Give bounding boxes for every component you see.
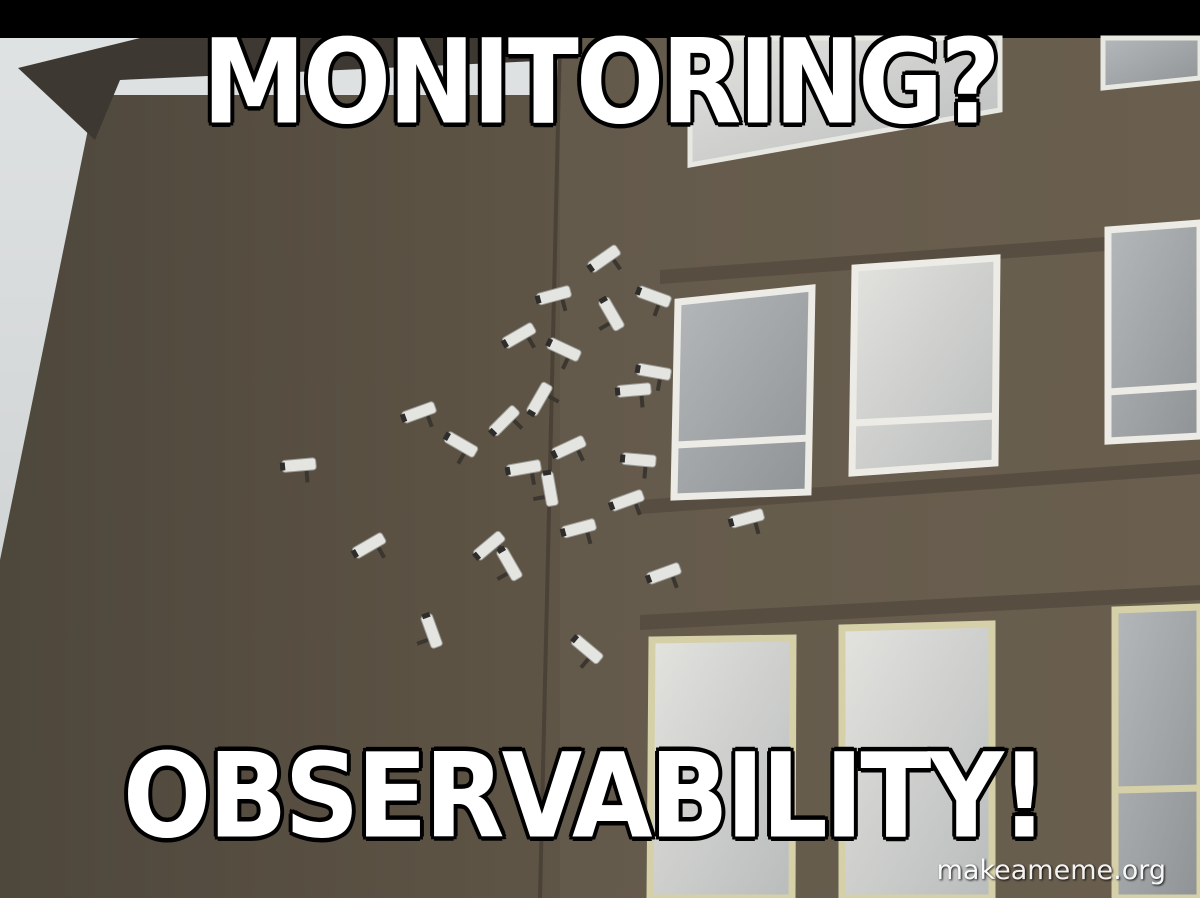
camera (532, 469, 559, 507)
window (687, 35, 1003, 168)
camera (350, 532, 387, 559)
camera (598, 295, 625, 332)
camera (559, 518, 597, 545)
camera (570, 634, 604, 669)
camera (399, 401, 437, 428)
camera (619, 452, 657, 479)
camera (442, 431, 479, 465)
window (1100, 35, 1200, 91)
camera (534, 285, 572, 312)
bottom-caption: OBSERVABILITY! (120, 726, 1050, 866)
top-caption: MONITORING? (200, 12, 1004, 152)
camera (634, 285, 672, 317)
window (670, 284, 816, 501)
roof-edge (18, 38, 560, 140)
camera (545, 337, 582, 370)
watermark: makeameme.org (936, 855, 1166, 886)
camera (496, 545, 523, 582)
wall-seam (538, 37, 562, 898)
camera (550, 435, 587, 462)
camera (416, 611, 443, 649)
camera (607, 489, 645, 516)
left-wall (0, 95, 560, 898)
camera (634, 362, 672, 392)
camera (504, 459, 542, 486)
window (1104, 219, 1200, 445)
camera (500, 322, 537, 349)
window (848, 254, 1001, 477)
camera (727, 508, 765, 535)
camera (614, 382, 652, 408)
camera (488, 405, 524, 437)
window (838, 620, 996, 898)
top-black-band (0, 0, 1200, 38)
camera (526, 381, 560, 418)
camera (644, 562, 682, 589)
camera (586, 244, 622, 273)
window (646, 634, 797, 898)
window (1111, 603, 1200, 898)
security-cameras (279, 244, 765, 669)
camera (279, 457, 317, 483)
